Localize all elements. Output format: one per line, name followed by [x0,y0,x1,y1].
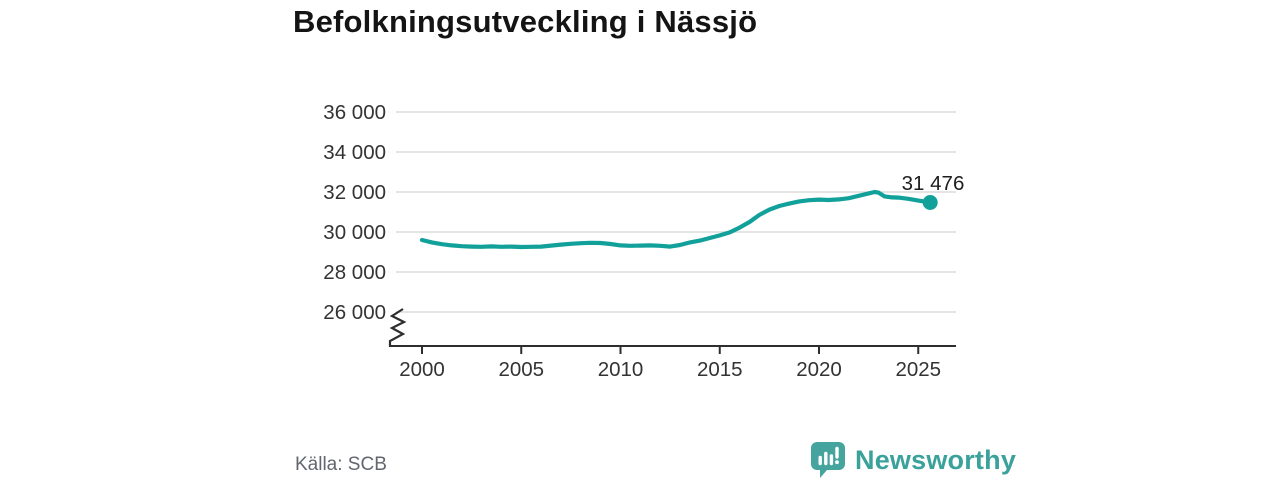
page-title: Befolkningsutveckling i Nässjö [293,4,758,39]
end-point-dot [922,195,938,210]
y-axis-label: 34 000 [323,141,386,164]
end-point-label: 31 476 [902,172,965,195]
newsworthy-wordmark: Newsworthy [855,444,1017,475]
x-axis-labels: 2000 2005 2010 2015 2020 2025 [399,358,941,381]
x-axis-label: 2005 [498,358,544,381]
y-axis-label: 28 000 [323,261,386,284]
y-axis-label: 30 000 [323,221,386,244]
newsworthy-logo: Newsworthy [811,441,1016,479]
gridlines [396,111,956,313]
axis-break-icon [388,308,407,347]
y-axis-label: 32 000 [323,181,386,204]
x-axis-ticks [421,347,920,354]
x-axis-label: 2000 [399,358,445,381]
x-axis-label: 2015 [697,358,743,381]
bar-chart-exclamation-bubble-icon [811,441,845,478]
y-axis-label: 36 000 [323,101,386,124]
source-note: Källa: SCB [295,454,387,475]
x-axis-label: 2025 [895,358,941,381]
x-axis-label: 2010 [598,358,644,381]
y-axis-label: 26 000 [323,301,386,324]
y-axis-labels: 36 000 34 000 32 000 30 000 28 000 26 000 [323,101,386,324]
x-axis-label: 2020 [796,358,842,381]
population-line [419,189,933,250]
